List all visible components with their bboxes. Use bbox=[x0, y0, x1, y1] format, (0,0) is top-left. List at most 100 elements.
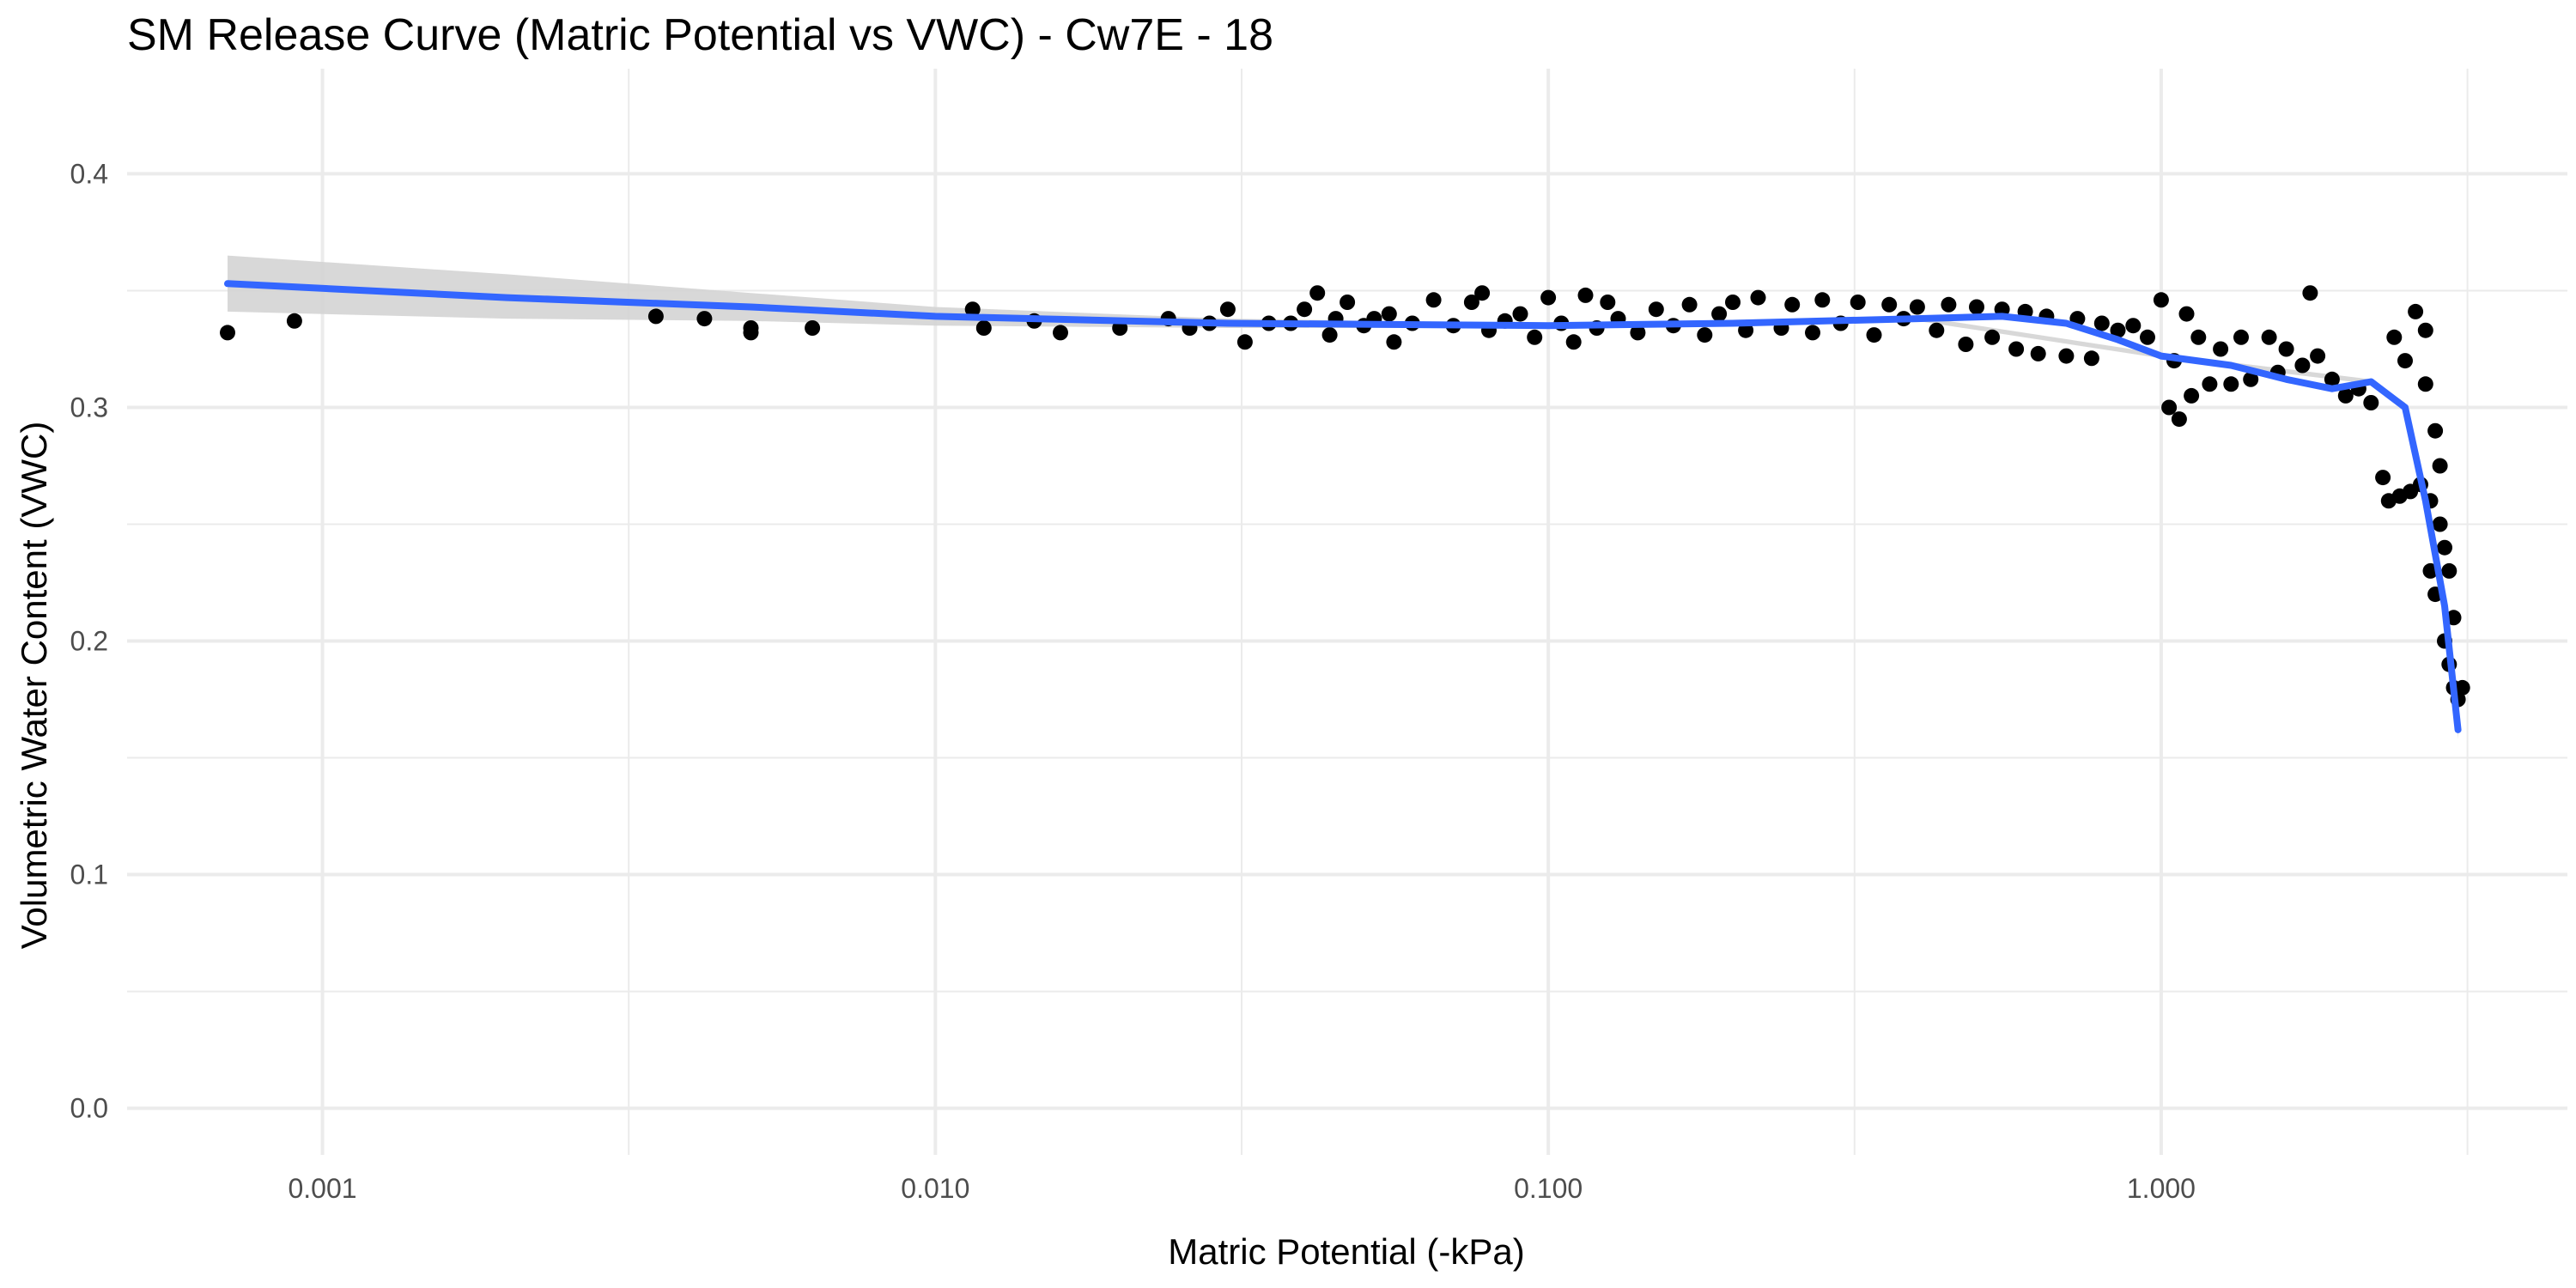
data-point bbox=[1381, 306, 1397, 322]
data-point bbox=[2454, 679, 2470, 696]
data-point bbox=[1474, 285, 1491, 301]
data-point bbox=[1648, 301, 1664, 318]
data-point bbox=[1600, 295, 1616, 310]
smooth-fit-line bbox=[224, 280, 2462, 733]
data-point bbox=[2213, 341, 2229, 357]
data-point bbox=[1463, 295, 1479, 310]
data-point bbox=[1941, 296, 1957, 313]
data-point bbox=[1425, 292, 1442, 308]
data-point bbox=[1814, 292, 1831, 308]
data-point bbox=[2223, 376, 2239, 392]
data-point bbox=[2302, 285, 2318, 301]
data-point bbox=[805, 320, 821, 336]
x-tick-label: 1.000 bbox=[2127, 1173, 2196, 1204]
x-tick-label: 0.001 bbox=[288, 1173, 356, 1204]
data-point bbox=[2110, 322, 2126, 338]
data-point bbox=[2184, 387, 2200, 404]
data-point bbox=[1630, 325, 1646, 341]
data-point bbox=[2294, 357, 2311, 374]
data-point bbox=[2324, 371, 2340, 387]
data-point bbox=[1219, 301, 1236, 318]
data-point bbox=[220, 325, 235, 341]
data-point bbox=[2093, 315, 2110, 331]
data-point bbox=[1386, 334, 1402, 350]
data-point bbox=[1866, 327, 1882, 343]
data-point bbox=[1750, 289, 1766, 306]
data-point bbox=[964, 301, 981, 318]
data-point bbox=[2445, 610, 2462, 626]
data-point bbox=[2375, 470, 2391, 486]
x-tick-label: 0.010 bbox=[901, 1173, 969, 1204]
data-point bbox=[1577, 287, 1594, 303]
y-tick-label: 0.0 bbox=[70, 1093, 108, 1124]
data-point bbox=[2432, 516, 2448, 532]
data-point bbox=[1512, 306, 1528, 322]
y-tick-label: 0.1 bbox=[70, 860, 108, 890]
data-point bbox=[1053, 325, 1068, 341]
data-point bbox=[2261, 329, 2277, 345]
data-point bbox=[743, 325, 759, 341]
data-point bbox=[1565, 334, 1582, 350]
data-point bbox=[2417, 322, 2433, 338]
data-point bbox=[1340, 295, 1356, 310]
data-point bbox=[1309, 285, 1326, 301]
data-point bbox=[2363, 395, 2379, 410]
y-axis-title: Volumetric Water Content (VWC) bbox=[14, 422, 54, 950]
data-point bbox=[2153, 292, 2169, 308]
data-point bbox=[1850, 295, 1866, 310]
grid-lines bbox=[127, 69, 2567, 1155]
data-point bbox=[2161, 399, 2178, 416]
data-point bbox=[2190, 329, 2207, 345]
data-point bbox=[1784, 296, 1801, 313]
data-point bbox=[1527, 329, 1543, 345]
data-point bbox=[647, 308, 664, 325]
data-point bbox=[1711, 306, 1728, 322]
confidence-band-layer bbox=[228, 255, 2458, 739]
y-tick-label: 0.4 bbox=[70, 158, 108, 189]
data-point bbox=[2178, 306, 2195, 322]
data-point bbox=[1321, 327, 1338, 343]
x-axis-title: Matric Potential (-kPa) bbox=[1168, 1231, 1524, 1272]
data-point bbox=[1540, 289, 1557, 306]
x-axis-ticks: 0.001 0.010 0.100 1.000 bbox=[288, 1173, 2195, 1204]
data-point bbox=[1681, 296, 1698, 313]
data-point bbox=[1929, 322, 1945, 338]
data-point bbox=[2408, 303, 2424, 319]
y-axis-ticks: 0.0 0.1 0.2 0.3 0.4 bbox=[70, 158, 108, 1123]
data-point bbox=[1297, 301, 1313, 318]
confidence-band bbox=[228, 255, 2458, 739]
data-point bbox=[2278, 341, 2294, 357]
data-point bbox=[696, 311, 713, 327]
data-point bbox=[1697, 327, 1713, 343]
smooth-line-layer bbox=[224, 280, 2462, 733]
data-point bbox=[2083, 350, 2099, 367]
data-point bbox=[286, 313, 302, 329]
y-tick-label: 0.2 bbox=[70, 626, 108, 657]
data-point bbox=[2337, 387, 2354, 404]
data-point bbox=[2386, 329, 2403, 345]
data-point bbox=[2417, 376, 2433, 392]
data-point bbox=[2243, 371, 2259, 387]
data-point bbox=[2008, 341, 2025, 357]
data-point bbox=[2233, 329, 2249, 345]
data-point bbox=[2427, 422, 2444, 439]
data-point bbox=[2140, 329, 2155, 345]
data-point bbox=[1969, 299, 1984, 315]
data-point bbox=[2310, 348, 2326, 364]
y-tick-label: 0.3 bbox=[70, 392, 108, 422]
data-point bbox=[2441, 562, 2458, 579]
data-point bbox=[2437, 539, 2452, 556]
data-point bbox=[2171, 411, 2187, 428]
data-point bbox=[1805, 325, 1820, 341]
data-point bbox=[1236, 334, 1253, 350]
data-point bbox=[2058, 348, 2075, 364]
data-point bbox=[1725, 295, 1741, 310]
data-point bbox=[2397, 353, 2413, 369]
data-point bbox=[1984, 329, 2001, 345]
data-point bbox=[2432, 458, 2448, 474]
data-point bbox=[2125, 318, 2142, 334]
data-point bbox=[1958, 337, 1974, 352]
chart-title: SM Release Curve (Matric Potential vs VW… bbox=[127, 10, 1273, 60]
